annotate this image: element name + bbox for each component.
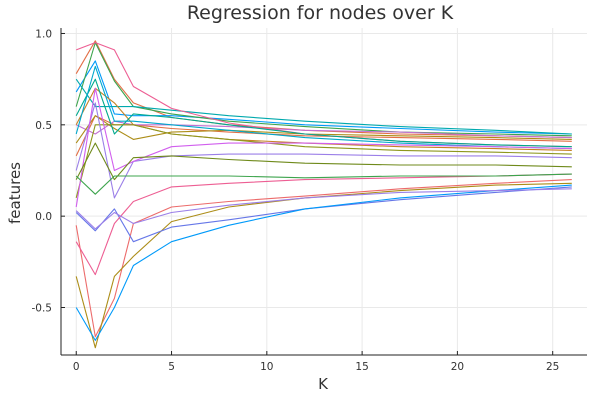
series-line-14: [75, 87, 572, 208]
x-tick-label: 0: [73, 361, 80, 373]
series-line-11: [75, 124, 572, 199]
series-line-13: [75, 102, 572, 199]
series-line-6: [75, 115, 572, 144]
y-tick-label: 0.0: [35, 211, 52, 223]
series-line-4: [75, 42, 572, 137]
series-line-9: [75, 87, 572, 151]
y-axis-label: features: [6, 162, 24, 224]
x-tick-label: 20: [451, 361, 464, 373]
series-line-15: [75, 179, 572, 338]
y-tick-label: 0.5: [35, 120, 52, 132]
y-tick-label: -0.5: [32, 303, 53, 315]
y-tick-label: 1.0: [35, 28, 52, 40]
series-line-17: [75, 182, 572, 349]
x-tick-label: 15: [355, 361, 368, 373]
series-line-21: [75, 173, 572, 195]
x-tick-label: 5: [168, 361, 175, 373]
axes: [60, 28, 587, 356]
series-line-22: [75, 188, 572, 230]
chart-title: Regression for nodes over K: [187, 2, 454, 24]
series-line-19: [75, 173, 572, 276]
series-group: [75, 40, 572, 349]
x-axis-label: K: [318, 375, 329, 393]
series-line-3: [75, 115, 572, 157]
series-line-18: [75, 186, 572, 243]
ticks: 0 5 10 15 20 25 -0.5 0.0 0.5 1.0: [32, 28, 560, 373]
x-tick-label: 10: [260, 361, 273, 373]
x-tick-label: 25: [546, 361, 559, 373]
series-line-20: [75, 184, 572, 341]
series-line-10: [75, 78, 572, 148]
series-line-12: [75, 65, 572, 150]
series-line-16: [75, 142, 572, 181]
